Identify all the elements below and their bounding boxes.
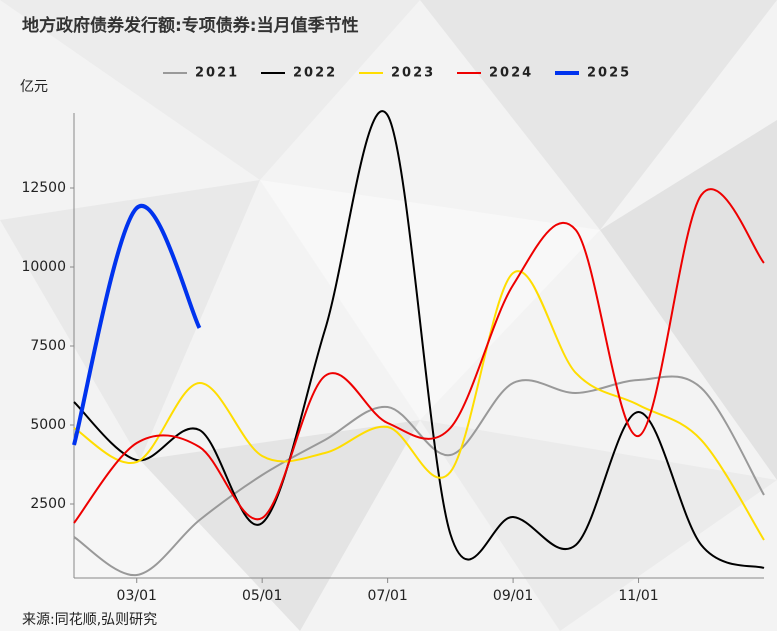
series-line: [72, 203, 202, 446]
x-tick-label: 07/01: [367, 588, 407, 604]
y-tick-label: 12500: [21, 180, 66, 196]
legend-label: 2024: [489, 66, 533, 81]
x-tick-label: 09/01: [493, 588, 533, 604]
legend-label: 2023: [391, 66, 435, 81]
x-tick-label: 11/01: [618, 588, 658, 604]
series-line: [73, 110, 765, 569]
y-tick-label: 10000: [21, 259, 66, 275]
legend: 2021 2022 2023 2024 2025: [163, 66, 631, 81]
y-tick-label: 7500: [30, 338, 66, 354]
y-axis-label: 亿元: [20, 79, 48, 95]
series-line: [73, 375, 765, 577]
y-tick-label: 2500: [30, 496, 66, 512]
legend-label: 2021: [195, 66, 239, 81]
source-note: 来源:同花顺,弘则研究: [22, 612, 157, 628]
legend-label: 2025: [587, 66, 631, 81]
series-line: [73, 270, 765, 541]
legend-label: 2022: [293, 66, 337, 81]
x-tick-label: 05/01: [242, 588, 282, 604]
chart-title: 地方政府债券发行额:专项债券:当月值季节性: [22, 15, 359, 36]
y-tick-label: 5000: [30, 417, 66, 433]
series-line: [73, 188, 765, 524]
x-tick-label: 03/01: [117, 588, 157, 604]
